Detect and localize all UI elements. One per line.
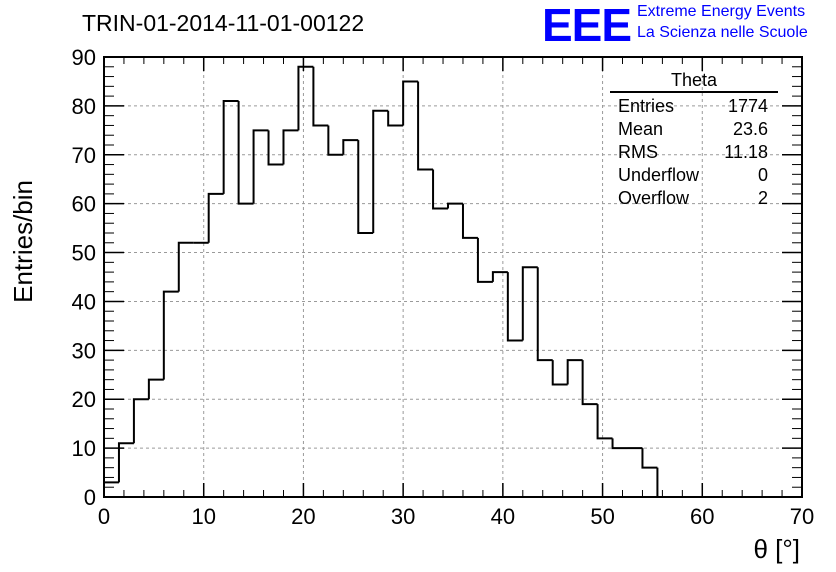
y-tick-label: 80 — [72, 94, 96, 119]
histogram-bin — [506, 272, 523, 342]
histogram-bin — [327, 125, 344, 156]
histogram-bin — [207, 192, 224, 243]
y-tick-labels: 0 10 20 30 40 50 60 70 80 90 — [72, 45, 96, 510]
histogram-bin — [611, 438, 628, 450]
histogram-bin — [132, 398, 149, 444]
histogram-bin — [342, 139, 359, 155]
histogram-bin — [147, 378, 164, 400]
y-tick-label: 0 — [84, 485, 96, 510]
y-axis-title: Entries/bin — [8, 180, 38, 303]
y-tick-label: 10 — [72, 436, 96, 461]
stats-label: Overflow — [618, 188, 690, 208]
axis-ticks — [103, 56, 803, 498]
stats-value: 2 — [757, 188, 768, 208]
histogram-bin — [536, 267, 553, 362]
histogram-bin — [432, 169, 449, 210]
stats-value: 11.18 — [724, 142, 768, 162]
stats-value: 1774 — [727, 96, 768, 116]
histogram-bin — [237, 101, 254, 205]
stats-label: Underflow — [618, 165, 700, 185]
histogram-bin — [357, 140, 374, 234]
histogram-bin — [252, 129, 269, 204]
y-tick-label: 40 — [72, 289, 96, 314]
stats-row-rms: RMS 11.18 — [610, 141, 778, 164]
eee-logo: EEE — [542, 0, 632, 51]
chart-title: TRIN-01-2014-11-01-00122 — [82, 10, 365, 36]
histogram-bin — [461, 203, 478, 239]
histogram-bin — [581, 360, 598, 406]
y-tick-label: 90 — [72, 45, 96, 70]
histogram-bin — [402, 80, 419, 126]
stats-title: Theta — [610, 70, 778, 93]
histogram-bars — [103, 65, 673, 498]
x-tick-label: 60 — [690, 504, 714, 529]
y-tick-label: 20 — [72, 387, 96, 412]
x-tick-label: 30 — [391, 504, 415, 529]
histogram-bin — [162, 290, 179, 380]
histogram-bin — [521, 266, 538, 341]
stats-label: RMS — [618, 142, 658, 162]
logo-line-2: La Scienza nelle Scuole — [637, 24, 808, 41]
plot-frame — [103, 56, 803, 498]
histogram-bin — [177, 241, 194, 292]
x-tick-label: 10 — [191, 504, 215, 529]
histogram-bin — [222, 100, 239, 194]
histogram-bin — [566, 359, 583, 385]
stats-label: Entries — [618, 96, 675, 116]
y-tick-label: 70 — [72, 143, 96, 168]
stats-row-underflow: Underflow 0 — [610, 164, 778, 187]
x-tick-label: 0 — [98, 504, 110, 529]
histogram-bin — [312, 66, 329, 127]
stats-row-mean: Mean 23.6 — [610, 118, 778, 141]
stats-row-overflow: Overflow 2 — [610, 187, 778, 210]
histogram-bin — [551, 360, 568, 386]
histogram-bin — [103, 481, 119, 497]
histogram-bin — [117, 442, 134, 483]
histogram-bin — [656, 467, 673, 498]
y-tick-label: 30 — [72, 338, 96, 363]
histogram-bin — [641, 448, 658, 469]
y-tick-label: 50 — [72, 241, 96, 266]
stats-row-entries: Entries 1774 — [610, 95, 778, 118]
x-tick-label: 20 — [291, 504, 315, 529]
logo-line-1: Extreme Energy Events — [637, 3, 806, 20]
stats-box: Theta Entries 1774 Mean 23.6 RMS 11.18 Unde… — [610, 70, 778, 210]
x-tick-label: 50 — [590, 504, 614, 529]
histogram-bin — [596, 404, 613, 440]
histogram-bin — [297, 65, 314, 131]
y-tick-label: 60 — [72, 192, 96, 217]
histogram-bin — [491, 271, 508, 282]
histogram-bin — [417, 81, 434, 171]
x-tick-label: 40 — [491, 504, 515, 529]
stats-label: Mean — [618, 119, 664, 139]
histogram-bin — [476, 237, 493, 283]
stats-value: 0 — [757, 165, 768, 185]
histogram-bin — [447, 202, 463, 209]
histogram-bin — [267, 130, 284, 166]
histogram-bin — [387, 110, 404, 127]
histogram-bin — [282, 129, 299, 165]
x-tick-label: 70 — [790, 504, 814, 529]
x-tick-labels: 0 10 20 30 40 50 60 70 — [98, 504, 814, 529]
x-axis-title: θ [°] — [753, 534, 800, 564]
grid-lines — [104, 57, 802, 497]
histogram-bin — [372, 109, 389, 233]
stats-value: 23.6 — [732, 119, 768, 139]
